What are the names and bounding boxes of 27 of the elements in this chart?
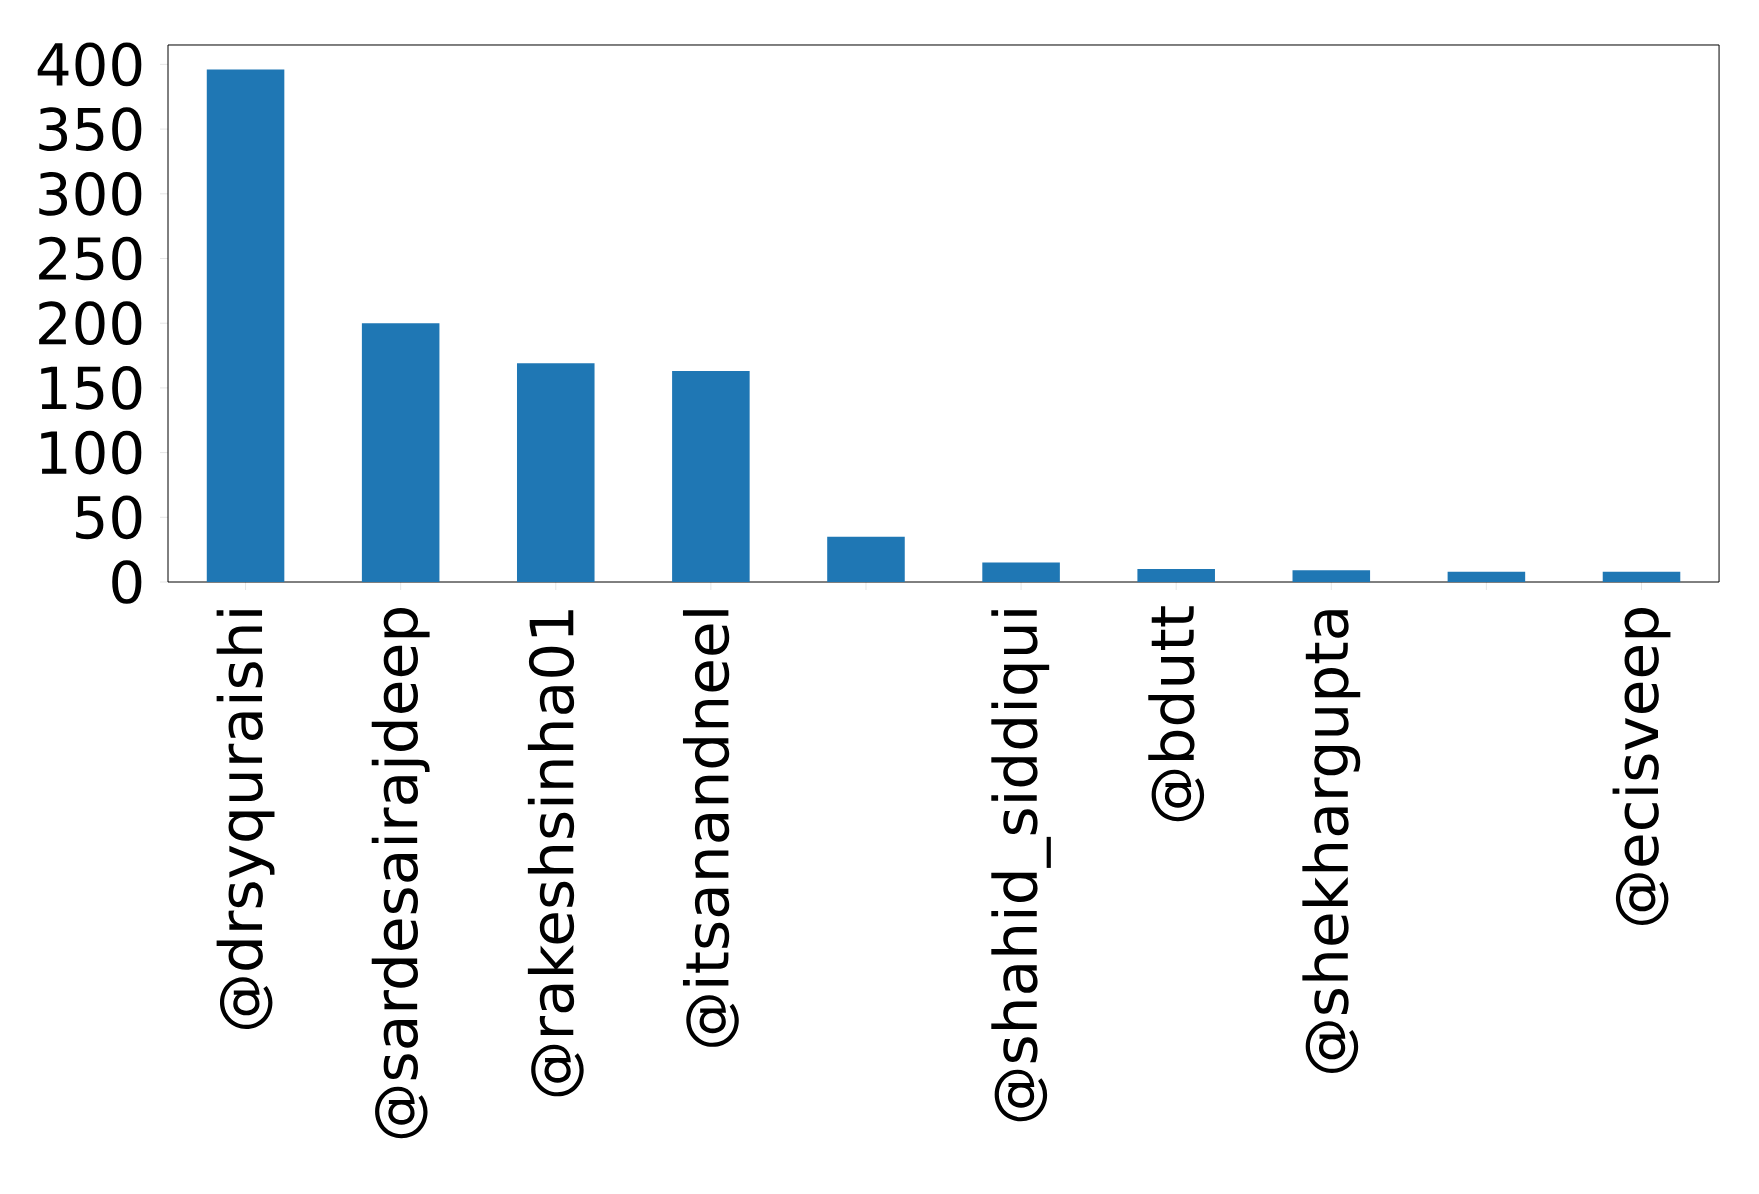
bar	[1137, 569, 1215, 582]
bar	[206, 69, 285, 582]
x-tick-label: @itsanandneel	[682, 610, 739, 1047]
y-tick-label: 200	[39, 301, 142, 346]
bar	[672, 371, 750, 582]
y-tick-label: 0	[112, 560, 142, 604]
y-tick-label: 50	[76, 495, 142, 540]
bar	[1292, 570, 1371, 582]
x-tick-label: @rakeshsinha01	[527, 610, 584, 1097]
y-tick-label: 250	[39, 236, 142, 281]
y-tick-label: 300	[39, 171, 142, 216]
bar	[516, 363, 595, 582]
x-tick-label: @drsyquraishi	[216, 610, 275, 1029]
bar	[1602, 571, 1681, 582]
bar	[982, 562, 1060, 582]
bar	[827, 536, 905, 582]
y-tick-label: 350	[39, 107, 142, 151]
y-tick-label: 400	[37, 42, 142, 87]
x-tick-label: @sardesairajdeep	[371, 608, 430, 1139]
bar	[1447, 571, 1526, 582]
y-tick-label: 150	[41, 366, 142, 410]
y-tick-label: 100	[41, 430, 142, 475]
x-tick-label: @shahid_siddiqui	[991, 610, 1051, 1122]
x-tick-label: @bdutt	[1148, 606, 1205, 822]
x-tick-label: @shekhargupta	[1302, 610, 1361, 1073]
x-tick-label: @ecisveep	[1612, 608, 1671, 925]
bar	[361, 323, 440, 582]
